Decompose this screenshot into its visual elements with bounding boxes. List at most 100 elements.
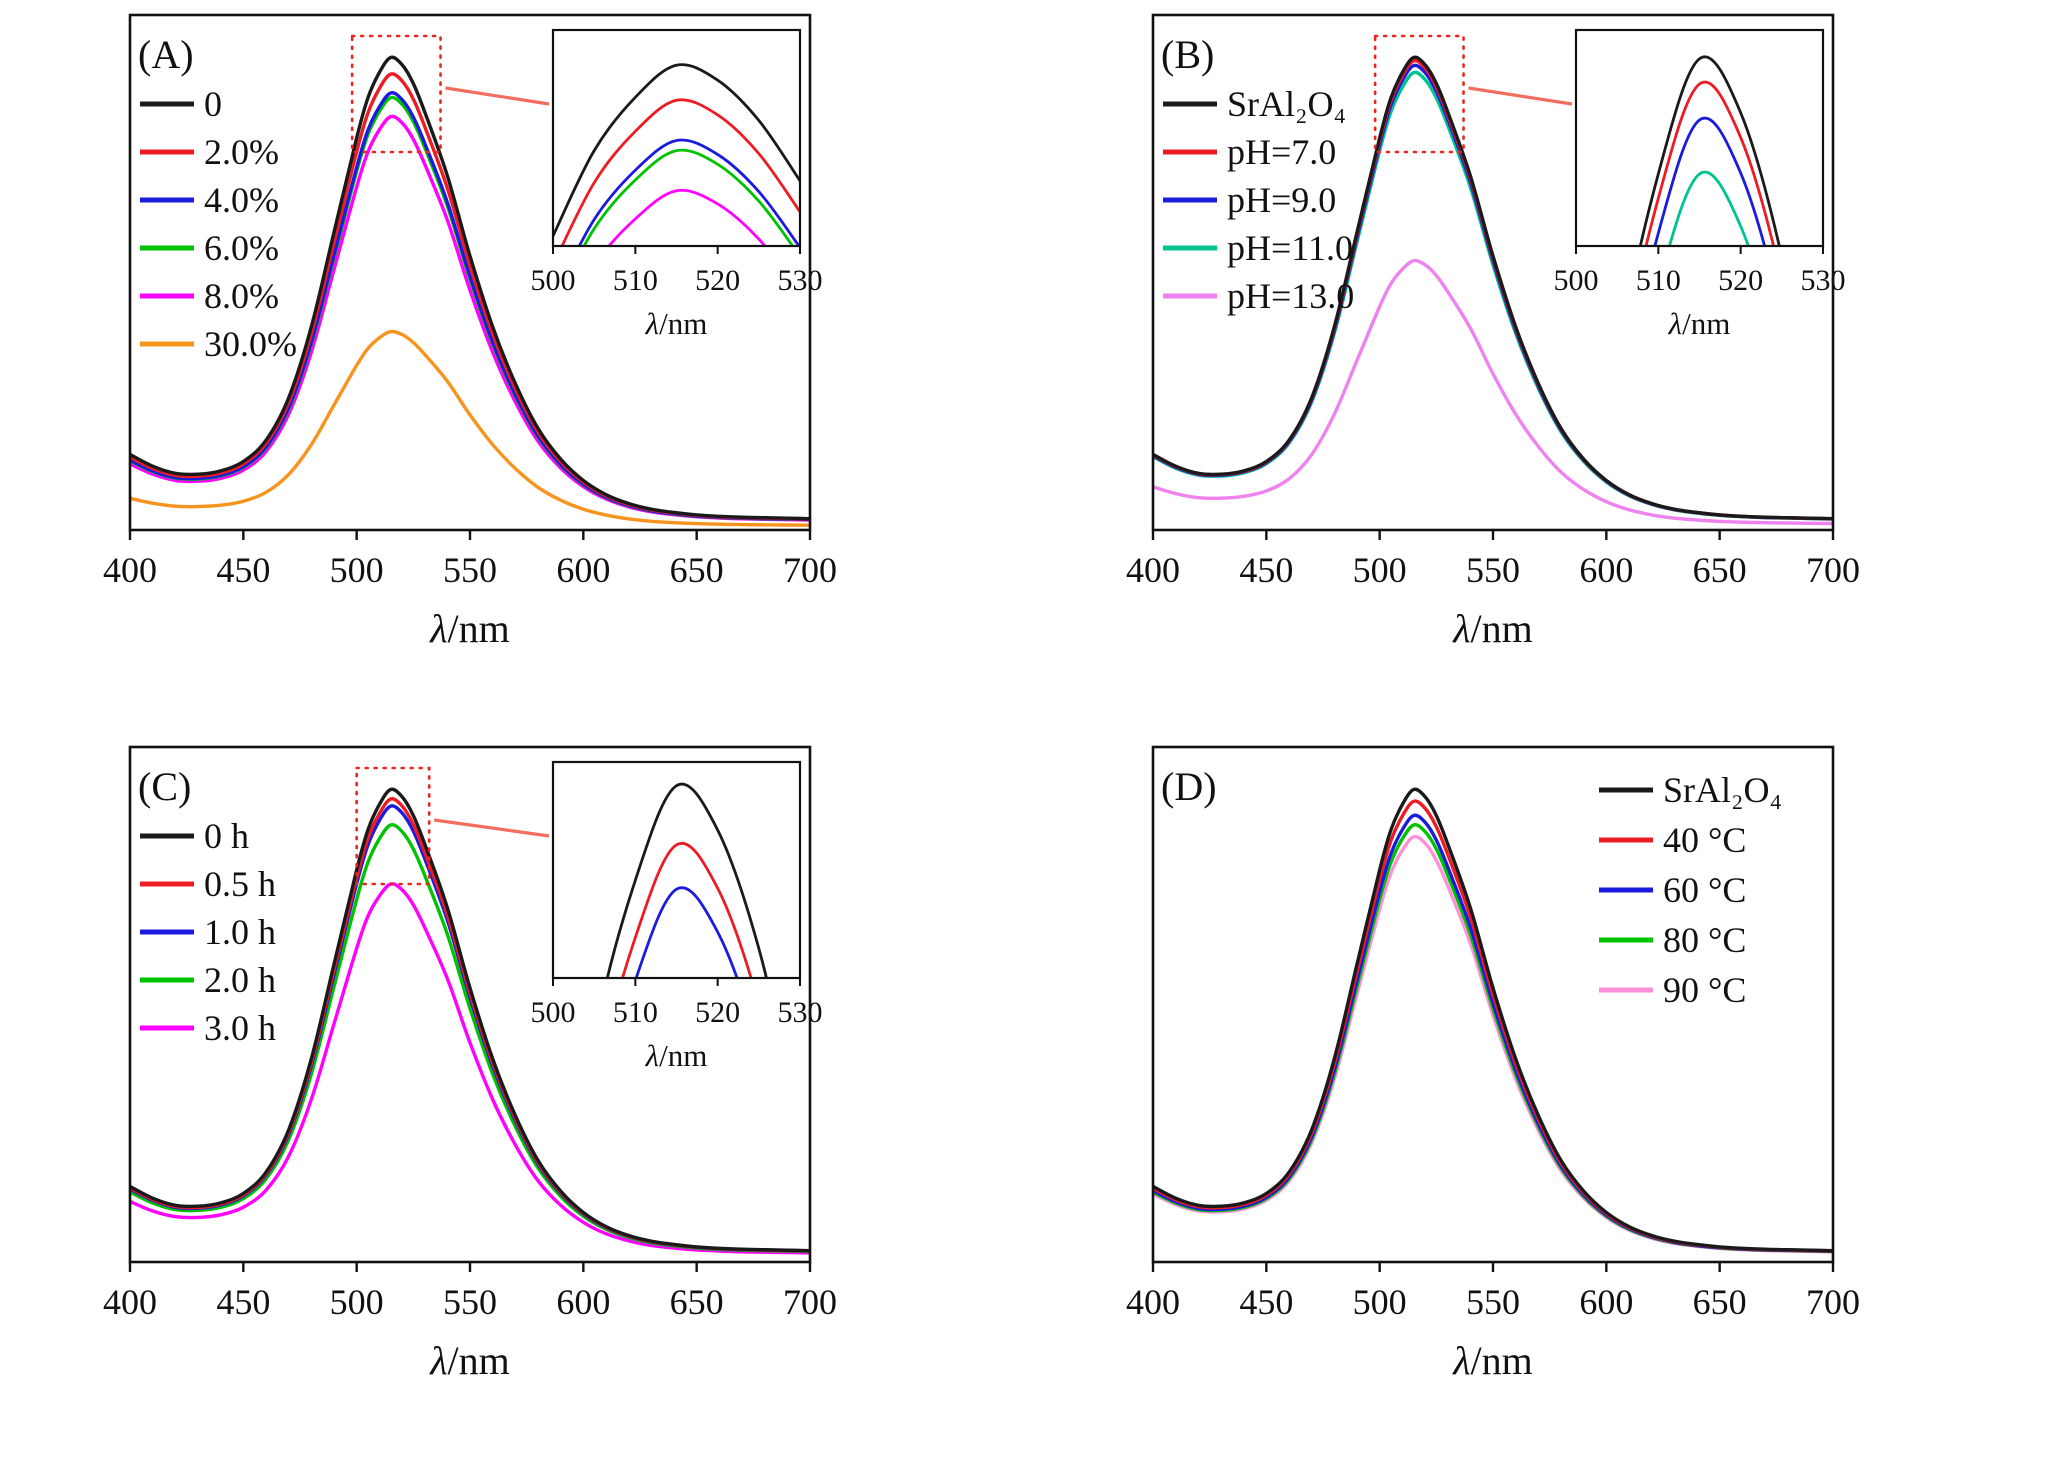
legend-item: 4.0% <box>140 180 279 220</box>
x-tick-label: 700 <box>783 550 837 590</box>
inset-x-tick-label: 530 <box>778 264 823 297</box>
legend-label: 4.0% <box>204 180 279 220</box>
panel-C: 400 450 500 550 600 650 700 λ/nm (C) 0 h 0.5 h 1.0 … <box>0 732 1023 1465</box>
panel-label: (A) <box>138 32 194 77</box>
x-tick-label: 450 <box>216 1282 270 1322</box>
x-tick-label: 600 <box>556 1282 610 1322</box>
series-curve-3.0 h <box>130 882 810 1255</box>
legend-item: 90 °C <box>1599 970 1746 1010</box>
x-tick-label: 550 <box>1466 550 1520 590</box>
legend-label: 80 °C <box>1663 920 1746 960</box>
zoom-region-box <box>1373 34 1465 154</box>
inset-x-ticks: 500 510 520 530 <box>1554 246 1846 297</box>
legend-item: pH=11.0 <box>1163 228 1353 268</box>
inset-x-tick-label: 500 <box>531 264 576 297</box>
x-axis-label: λ/nm <box>429 1338 510 1383</box>
x-axis-ticks: 400 450 500 550 600 650 700 <box>103 1262 837 1322</box>
legend-item: 2.0 h <box>140 960 276 1000</box>
chart-panel-C: 400 450 500 550 600 650 700 λ/nm (C) 0 h 0.5 h 1.0 … <box>103 745 837 1383</box>
x-tick-label: 400 <box>1126 1282 1180 1322</box>
legend-item: 8.0% <box>140 276 279 316</box>
x-tick-label: 700 <box>783 1282 837 1322</box>
legend-label: 1.0 h <box>204 912 276 952</box>
legend-label: SrAl₂O₄ <box>1227 84 1346 124</box>
inset-x-axis-label: λ/nm <box>1668 306 1731 341</box>
series-curve-30.0% <box>130 329 810 527</box>
chart-panel-A: 400 450 500 550 600 650 700 λ/nm (A)0 2.0% 4.0% 6.0… <box>103 13 837 720</box>
legend-label: 0 h <box>204 816 249 856</box>
x-tick-label: 550 <box>443 550 497 590</box>
inset-series-curve-6.0% <box>582 148 795 246</box>
x-axis-ticks: 400 450 500 550 600 650 700 <box>103 530 837 590</box>
legend-item: 30.0% <box>140 324 297 364</box>
x-tick-label: 600 <box>1579 1282 1633 1322</box>
legend-item: 0.5 h <box>140 864 276 904</box>
x-tick-label: 550 <box>443 1282 497 1322</box>
legend-label: pH=11.0 <box>1227 228 1353 268</box>
inset-x-tick-label: 510 <box>613 264 658 297</box>
x-tick-label: 450 <box>1239 1282 1293 1322</box>
legend-label: 0.5 h <box>204 864 276 904</box>
inset-background <box>553 762 800 978</box>
panel-B: 400 450 500 550 600 650 700 λ/nm (B) SrAl₂O₄ pH=7.… <box>1023 0 2047 732</box>
legend-item: SrAl₂O₄ <box>1599 770 1782 810</box>
x-tick-label: 450 <box>1239 550 1293 590</box>
inset-series-curve-2.0% <box>560 98 800 246</box>
inset-x-tick-label: 530 <box>1801 264 1846 297</box>
inset-x-tick-label: 530 <box>778 996 823 1029</box>
x-tick-label: 500 <box>1353 1282 1407 1322</box>
legend-label: 2.0 h <box>204 960 276 1000</box>
series-curve-0 h <box>130 787 810 1253</box>
legend: 0 h 0.5 h 1.0 h 2.0 h 3.0 h <box>140 816 276 1048</box>
inset-background <box>553 30 800 246</box>
panel-label: (D) <box>1161 764 1217 809</box>
x-axis-ticks: 400 450 500 550 600 650 700 <box>1126 530 1860 590</box>
inset-series-curve-0 h <box>605 782 768 978</box>
legend-item: 60 °C <box>1599 870 1746 910</box>
inset-series-curves <box>1638 55 1781 246</box>
x-tick-label: 500 <box>1353 550 1407 590</box>
panel-A: 400 450 500 550 600 650 700 λ/nm (A) 0 2.0% 4.0% 6.0… <box>0 0 1023 732</box>
x-tick-label: 650 <box>670 550 724 590</box>
legend-item: 2.0% <box>140 132 279 172</box>
inset-x-ticks: 500 510 520 530 <box>531 246 823 297</box>
x-axis-label: λ/nm <box>1452 1338 1533 1383</box>
series-curves <box>1153 55 1833 526</box>
inset-series-curves <box>605 782 768 978</box>
inset-x-ticks: 500 510 520 530 <box>531 978 823 1029</box>
inset-background <box>1576 30 1823 246</box>
x-tick-label: 450 <box>216 550 270 590</box>
legend-label: 3.0 h <box>204 1008 276 1048</box>
inset-frame <box>551 28 802 248</box>
legend-item: pH=9.0 <box>1163 180 1336 220</box>
zoom-connector-line <box>433 818 550 838</box>
x-tick-label: 600 <box>1579 550 1633 590</box>
inset-frame <box>551 760 802 980</box>
zoom-connector-line <box>445 86 550 106</box>
inset-x-tick-label: 500 <box>1554 264 1599 297</box>
series-curve-40 °C <box>1153 799 1833 1253</box>
x-tick-label: 550 <box>1466 1282 1520 1322</box>
legend-label: 6.0% <box>204 228 279 268</box>
inset-series-curve-8.0% <box>607 188 767 246</box>
x-tick-label: 700 <box>1806 1282 1860 1322</box>
legend-label: pH=13.0 <box>1227 276 1354 316</box>
series-curve-SrAl₂O₄ <box>1153 787 1833 1253</box>
legend-item: 40 °C <box>1599 820 1746 860</box>
legend: SrAl₂O₄ pH=7.0 pH=9.0 pH=11.0 pH=13.0 <box>1163 84 1354 316</box>
inset-series-curve-0.5 h <box>621 841 753 978</box>
legend-item: 6.0% <box>140 228 279 268</box>
x-tick-label: 500 <box>330 1282 384 1322</box>
inset-series-curve-SrAl₂O₄ <box>1638 55 1781 246</box>
inset-x-axis-label: λ/nm <box>645 306 708 341</box>
inset-series-curve-30.0% <box>553 648 800 720</box>
chart-panel-B: 400 450 500 550 600 650 700 λ/nm (B) SrAl₂O₄ pH=7.… <box>1126 13 1860 651</box>
zoom-connector-line <box>1468 86 1573 106</box>
legend-label: SrAl₂O₄ <box>1663 770 1782 810</box>
series-curve-SrAl₂O₄ <box>1153 55 1833 521</box>
legend-item: pH=13.0 <box>1163 276 1354 316</box>
legend: 0 2.0% 4.0% 6.0% 8.0% 30.0% <box>140 84 297 364</box>
inset-series-curve-0 <box>553 63 800 237</box>
inset-series-curve-pH=11.0 <box>1667 170 1750 246</box>
